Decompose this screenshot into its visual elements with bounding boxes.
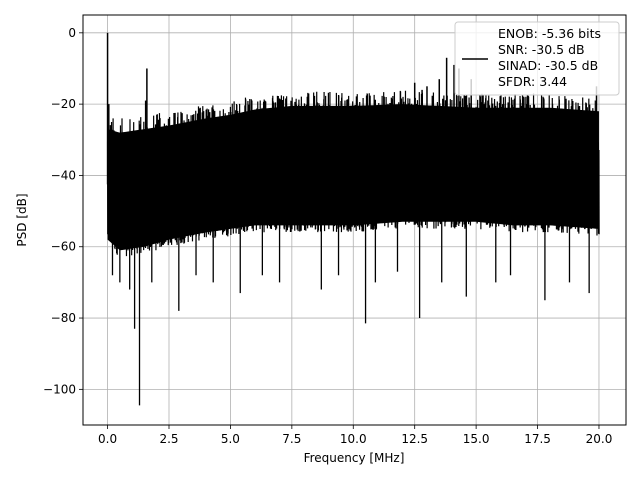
legend-line-sfdr: SFDR: 3.44: [498, 74, 567, 89]
x-tick-label: 20.0: [586, 432, 613, 446]
legend-line-snr: SNR: -30.5 dB: [498, 42, 585, 57]
x-tick-label: 12.5: [401, 432, 428, 446]
y-tick-label: −100: [43, 382, 76, 396]
x-tick-label: 0.0: [98, 432, 117, 446]
x-tick-label: 2.5: [159, 432, 178, 446]
y-tick-label: 0: [68, 26, 76, 40]
x-tick-label: 10.0: [340, 432, 367, 446]
y-axis-ticks: 0 −20 −40 −60 −80 −100: [43, 26, 83, 396]
x-tick-label: 7.5: [282, 432, 301, 446]
psd-noise-band: [107, 104, 599, 251]
y-axis-title: PSD [dB]: [15, 193, 29, 246]
legend: ENOB: -5.36 bits SNR: -30.5 dB SINAD: -3…: [454, 21, 620, 96]
x-tick-label: 17.5: [524, 432, 551, 446]
y-tick-label: −20: [51, 97, 76, 111]
x-tick-label: 15.0: [463, 432, 490, 446]
x-tick-label: 5.0: [221, 432, 240, 446]
y-tick-label: −40: [51, 168, 76, 182]
y-tick-label: −80: [51, 311, 76, 325]
x-axis-title: Frequency [MHz]: [304, 451, 405, 465]
legend-box: [454, 21, 620, 96]
legend-line-enob: ENOB: -5.36 bits: [498, 26, 601, 41]
legend-line-sinad: SINAD: -30.5 dB: [498, 58, 598, 73]
plot-frame: [82, 14, 627, 426]
y-tick-label: −60: [51, 240, 76, 254]
x-axis-ticks: 0.0 2.5 5.0 7.5 10.0 12.5 15.0 17.5 20.0: [98, 425, 612, 446]
series-psd: [106, 32, 600, 406]
